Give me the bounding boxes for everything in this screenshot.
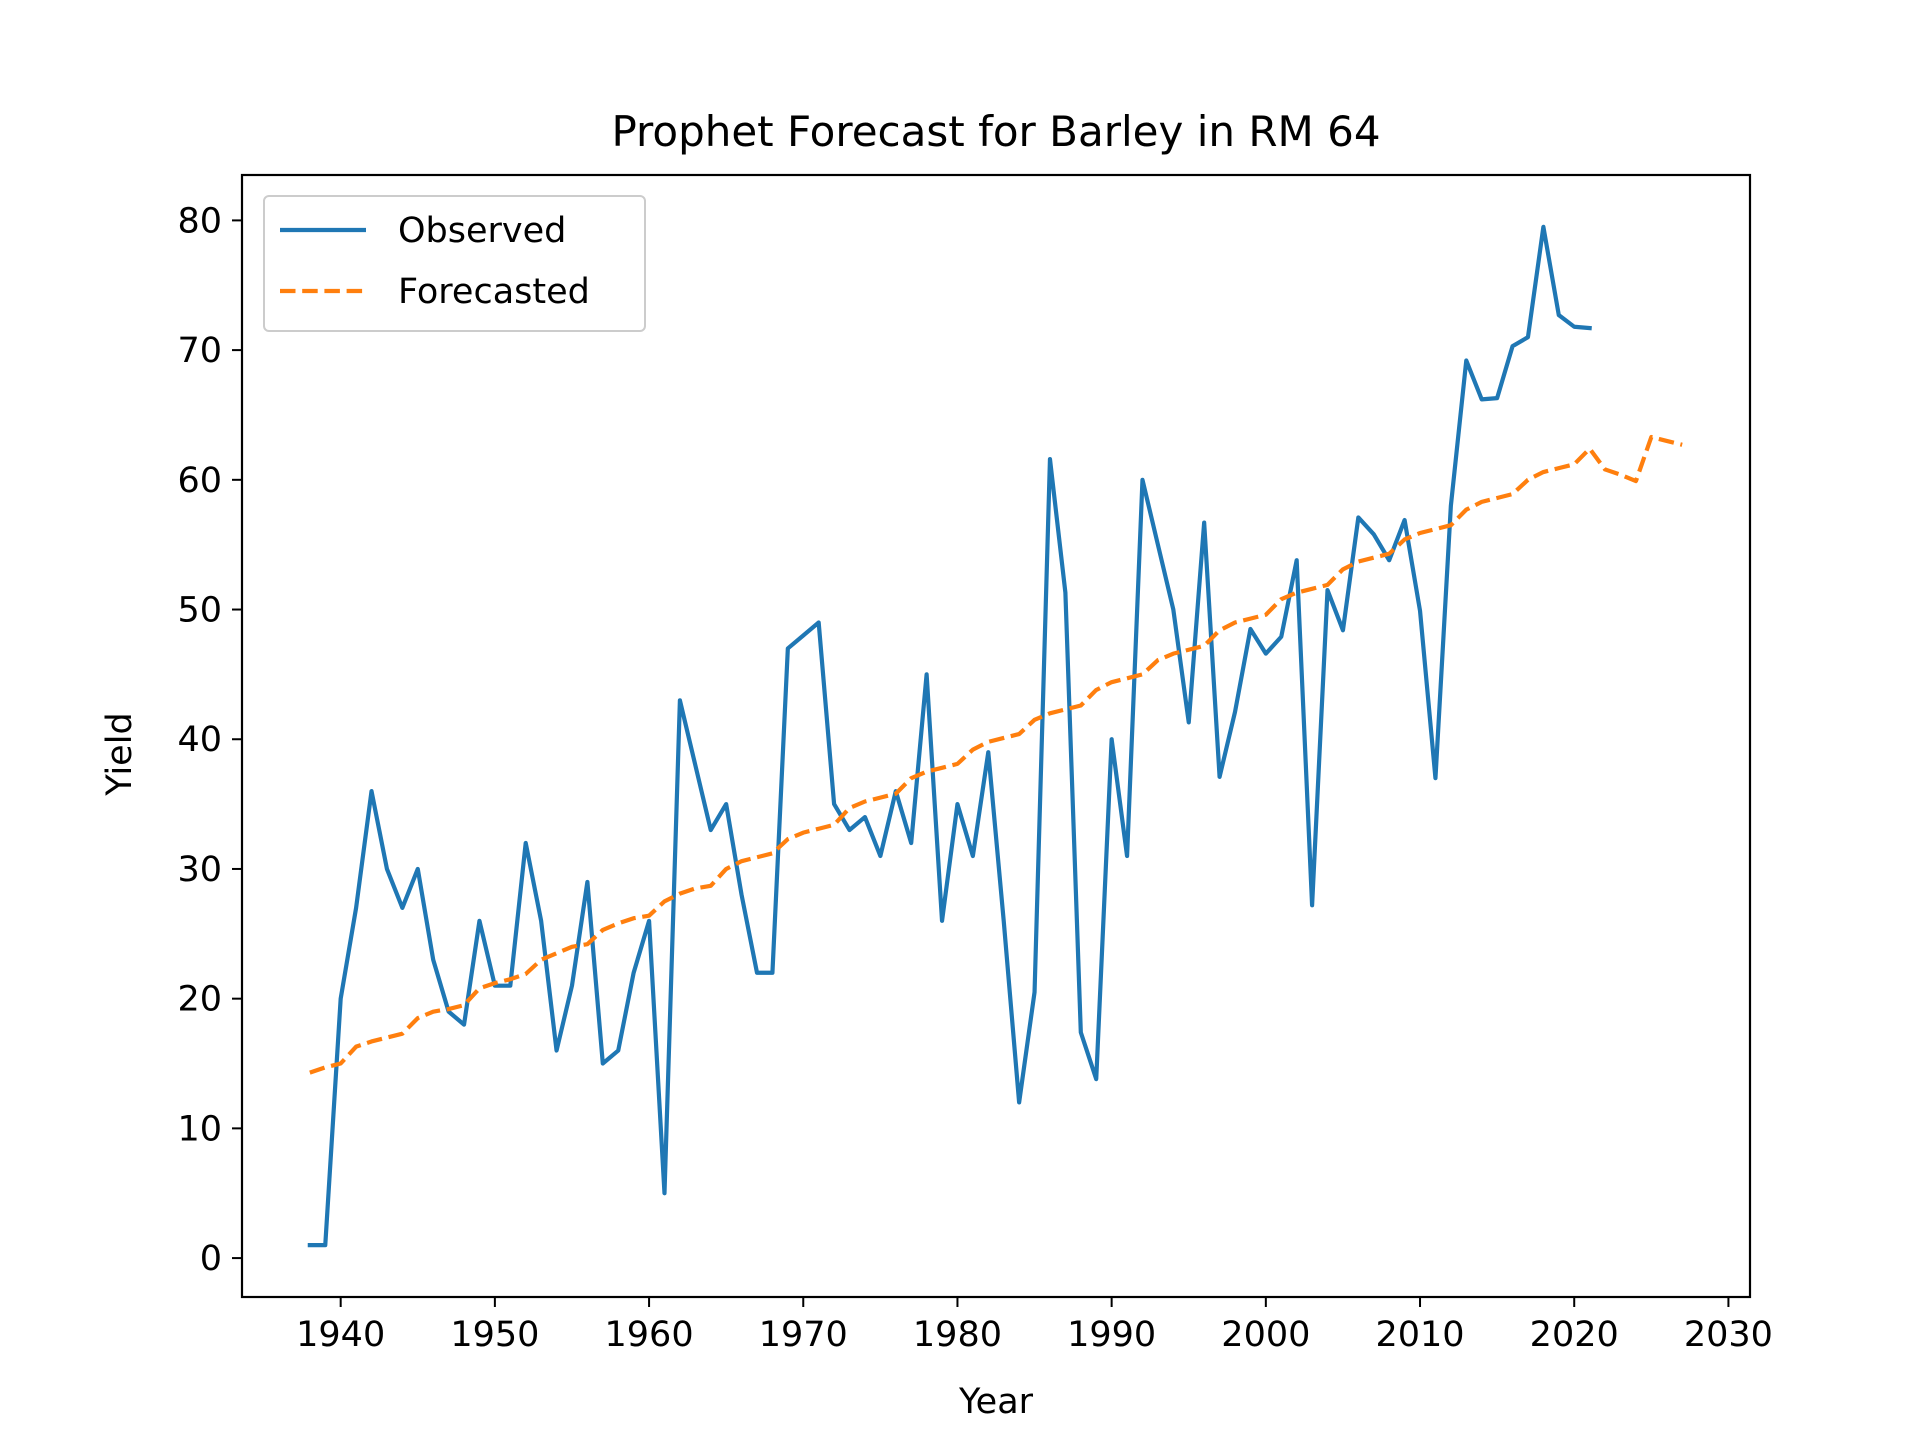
plot-area: 1940 1950 1960 1970 1980 1990 2000 2010 2020 2030… (177, 173, 1773, 1355)
y-tick-label: 50 (177, 591, 222, 631)
y-tick-label: 80 (177, 201, 222, 241)
y-tick-label: 60 (177, 461, 222, 501)
series-line-observed (307, 224, 1592, 1248)
x-tick-label: 2030 (1684, 1315, 1773, 1355)
x-tick-label: 1970 (759, 1315, 848, 1355)
y-axis-label: Yield (100, 712, 140, 796)
x-tick-label: 1950 (450, 1315, 539, 1355)
x-axis-label: Year (958, 1382, 1034, 1422)
y-tick-label: 10 (177, 1109, 222, 1149)
legend-label-observed: Observed (398, 211, 566, 251)
y-tick-label: 40 (177, 720, 222, 760)
x-tick-label: 1940 (296, 1315, 385, 1355)
x-tick-label: 1990 (1067, 1315, 1156, 1355)
plot-frame (240, 173, 1752, 1299)
y-tick-label: 0 (200, 1239, 222, 1279)
y-tick-label: 70 (177, 331, 222, 371)
x-tick-label: 1980 (913, 1315, 1002, 1355)
x-tick-label: 2010 (1375, 1315, 1464, 1355)
chart-title: Prophet Forecast for Barley in RM 64 (611, 107, 1380, 156)
y-tick-label: 30 (177, 850, 222, 890)
legend: Observed Forecasted (263, 195, 646, 332)
legend-label-forecasted: Forecasted (398, 272, 590, 312)
x-tick-label: 1960 (605, 1315, 694, 1355)
x-tick-label: 2020 (1530, 1315, 1619, 1355)
y-tick-label: 20 (177, 980, 222, 1020)
series-line-forecasted (309, 434, 1683, 1075)
x-tick-label: 2000 (1221, 1315, 1310, 1355)
